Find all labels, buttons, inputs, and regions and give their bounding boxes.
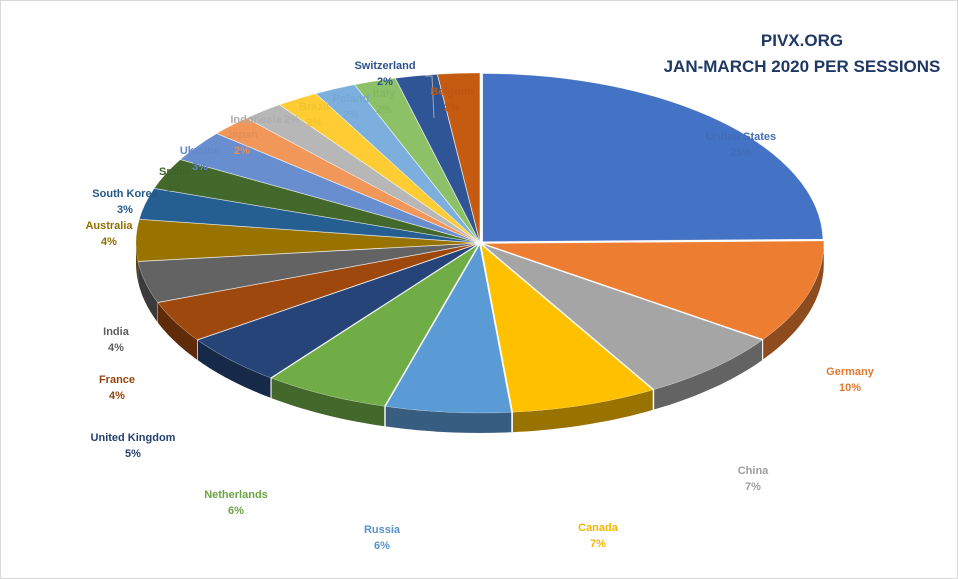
chart-title-line-1: PIVX.ORG: [760, 31, 844, 50]
data-label-germany: Germany 10%: [826, 366, 875, 394]
data-label-name: Belgium: [430, 86, 474, 98]
chart-title: PIVX.ORG JAN-MARCH 2020 PER SESSIONS: [652, 28, 952, 80]
data-label-belgium: Belgium 2%: [430, 86, 474, 114]
data-label-value: 2%: [284, 114, 300, 126]
data-label-value: 4%: [108, 342, 124, 354]
data-label-united-states: United States 25%: [706, 131, 776, 159]
data-label-russia: Russia 6%: [364, 524, 401, 552]
data-label-value: 6%: [374, 540, 390, 552]
slice-brazil: [279, 93, 479, 242]
slice-belgium: [437, 72, 481, 242]
data-label-value: 2%: [306, 117, 322, 129]
data-label-italy: Italy 2%: [373, 88, 396, 116]
slice-china: [482, 244, 763, 390]
data-label-poland: Poland 2%: [333, 93, 370, 121]
slice-side-france: [158, 302, 198, 360]
data-label-name: Poland: [333, 93, 370, 105]
data-label-france: France 4%: [99, 374, 135, 402]
data-label-value: 4%: [109, 390, 125, 402]
data-label-value: 7%: [590, 538, 606, 550]
slice-ukraine: [179, 133, 477, 243]
data-label-name: United States: [706, 131, 776, 143]
data-label-india: India 4%: [103, 326, 130, 354]
slice-side-germany: [763, 243, 824, 360]
slice-side-united-kingdom: [197, 340, 271, 398]
data-label-switzerland: Switzerland 2%: [354, 60, 415, 88]
slice-side-netherlands: [271, 378, 385, 427]
data-label-spain: Spain 3%: [159, 166, 189, 194]
data-label-value: 2%: [234, 145, 250, 157]
data-label-name: Brazil: [299, 101, 329, 113]
slice-switzerland: [395, 74, 480, 242]
data-label-value: 3%: [166, 182, 182, 194]
data-label-value: 6%: [228, 505, 244, 517]
data-label-ukraine: Ukraine 3%: [180, 145, 220, 173]
slice-side-australia: [136, 243, 138, 282]
data-label-china: China 7%: [738, 465, 769, 493]
slice-side-russia: [385, 406, 512, 433]
data-label-name: Australia: [85, 220, 133, 232]
slice-russia: [385, 244, 512, 414]
slice-france: [157, 243, 477, 341]
data-label-value: 2%: [444, 102, 460, 114]
data-label-value: 25%: [730, 147, 752, 159]
slice-indonesia: [245, 104, 478, 242]
data-label-brazil: Brazil 2%: [299, 101, 329, 129]
data-label-name: United Kingdom: [91, 432, 176, 444]
data-label-name: Netherlands: [204, 489, 268, 501]
data-label-name: Canada: [578, 522, 619, 534]
slice-india: [137, 243, 477, 303]
data-label-value: 10%: [839, 382, 861, 394]
data-label-name: South Korea: [92, 188, 158, 200]
data-label-united-kingdom: United Kingdom 5%: [91, 432, 176, 460]
data-label-value: 2%: [377, 76, 393, 88]
slice-united-states: [482, 73, 824, 242]
slice-united-kingdom: [197, 244, 478, 379]
data-label-name: Spain: [159, 166, 189, 178]
pie-sides: [136, 243, 824, 433]
slice-side-china: [654, 340, 763, 410]
data-label-name: Italy: [373, 88, 396, 100]
slice-netherlands: [270, 244, 479, 407]
data-label-name: Switzerland: [354, 60, 415, 72]
data-label-value: 2%: [343, 109, 359, 121]
chart-title-line-2: JAN-MARCH 2020 PER SESSIONS: [663, 57, 941, 76]
slice-spain: [153, 159, 477, 243]
slice-side-canada: [512, 389, 653, 433]
slice-japan: [216, 117, 478, 242]
data-label-australia: Australia 4%: [85, 220, 133, 248]
slice-germany: [483, 240, 825, 340]
data-label-name: India: [103, 326, 130, 338]
data-label-name: Indonesia: [230, 114, 282, 126]
slice-poland: [315, 84, 479, 242]
data-label-name: Russia: [364, 524, 401, 536]
data-label-canada: Canada 7%: [578, 522, 619, 550]
slice-canada: [480, 244, 654, 413]
data-label-value: 2%: [376, 104, 392, 116]
data-label-name: France: [99, 374, 135, 386]
slice-italy: [354, 77, 480, 242]
data-label-value: 5%: [125, 448, 141, 460]
data-label-indonesia: Indonesia 2%: [230, 114, 299, 126]
data-label-south-korea: South Korea 3%: [92, 188, 158, 216]
data-label-name: Germany: [826, 366, 875, 378]
data-label-value: 3%: [117, 204, 133, 216]
data-label-value: 3%: [192, 161, 208, 173]
slice-side-india: [138, 261, 158, 323]
data-labels: United States 25% Germany 10% China 7% Canada 7…: [85, 60, 874, 552]
data-label-name: Japan: [226, 129, 258, 141]
data-label-name: China: [738, 465, 769, 477]
data-label-name: Ukraine: [180, 145, 220, 157]
pie-tops: [135, 72, 825, 414]
slice-australia: [135, 219, 477, 262]
data-label-japan: Japan 2%: [226, 129, 258, 157]
data-label-value: 7%: [745, 481, 761, 493]
data-label-value: 4%: [101, 236, 117, 248]
slice-south-korea: [139, 188, 477, 243]
leader-line-switzerland: [425, 75, 435, 119]
data-label-netherlands: Netherlands 6%: [204, 489, 268, 517]
